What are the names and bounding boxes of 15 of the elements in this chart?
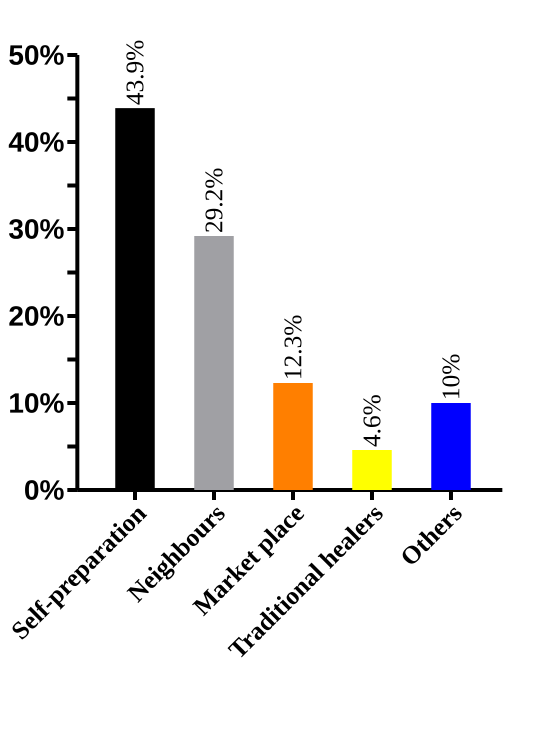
bar [273, 382, 313, 490]
y-tick-label: 30% [9, 219, 64, 239]
bar [431, 403, 471, 490]
data-label: 12.3% [284, 316, 302, 378]
bar [194, 236, 234, 490]
data-label: 43.9% [126, 40, 144, 105]
y-tick-label: 0% [25, 480, 64, 500]
data-label: 10% [442, 354, 460, 398]
bar [352, 450, 392, 490]
data-label: 4.6% [363, 395, 381, 447]
y-tick-label: 40% [8, 132, 64, 152]
y-tick-label: 10% [10, 393, 64, 413]
y-tick-label: 20% [9, 306, 64, 326]
data-label: 29.2% [205, 168, 223, 232]
y-tick-label: 50% [9, 45, 64, 65]
